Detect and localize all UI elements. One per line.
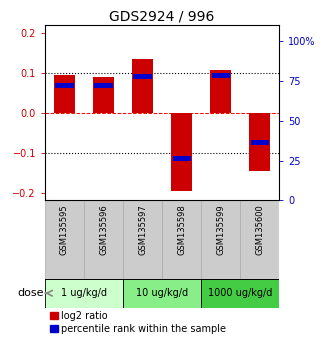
Bar [123, 279, 201, 308]
Bar [134, 74, 152, 79]
Text: dose: dose [18, 288, 44, 298]
Text: GSM135598: GSM135598 [177, 204, 186, 255]
Bar [201, 200, 240, 279]
Bar [201, 279, 279, 308]
Text: GSM135596: GSM135596 [99, 204, 108, 255]
Bar [94, 83, 113, 88]
Bar [240, 200, 279, 279]
Bar [210, 69, 231, 113]
Bar [162, 200, 201, 279]
Title: GDS2924 / 996: GDS2924 / 996 [109, 10, 215, 24]
Bar [54, 75, 75, 113]
Text: GSM135600: GSM135600 [255, 204, 264, 255]
Bar [84, 200, 123, 279]
Bar [123, 200, 162, 279]
Bar [251, 140, 269, 145]
Bar [172, 156, 191, 161]
Text: GSM135595: GSM135595 [60, 204, 69, 255]
Bar [45, 200, 84, 279]
Bar [171, 113, 192, 190]
Bar [55, 83, 74, 88]
Bar [45, 279, 123, 308]
Text: GSM135599: GSM135599 [216, 204, 225, 255]
Legend: log2 ratio, percentile rank within the sample: log2 ratio, percentile rank within the s… [50, 311, 227, 334]
Bar [212, 73, 230, 79]
Bar [93, 78, 114, 113]
Text: 1 ug/kg/d: 1 ug/kg/d [61, 288, 107, 298]
Bar [249, 113, 271, 171]
Text: 1000 ug/kg/d: 1000 ug/kg/d [208, 288, 273, 298]
Text: GSM135597: GSM135597 [138, 204, 147, 255]
Bar [132, 59, 153, 113]
Text: 10 ug/kg/d: 10 ug/kg/d [136, 288, 188, 298]
